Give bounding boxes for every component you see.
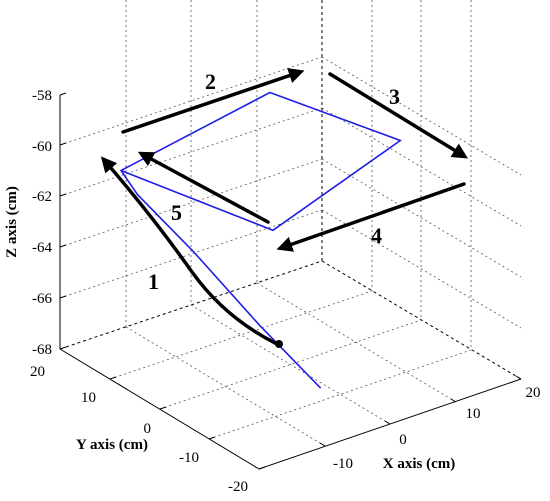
z-tick-label: -58 [32, 88, 52, 104]
x-tick-label: -10 [333, 456, 353, 472]
z-tick-label: -66 [32, 291, 52, 307]
x-tick-label: 0 [399, 432, 407, 448]
y-tick-label: 0 [144, 421, 152, 437]
segment-label-4: 4 [371, 223, 382, 248]
segment-label-5: 5 [171, 200, 182, 225]
z-axis-label: Z axis (cm) [4, 186, 20, 258]
z-tick-label: -68 [32, 342, 52, 358]
arrow-1 [100, 156, 279, 346]
start-point-marker [275, 340, 283, 348]
trajectory-line [119, 91, 403, 389]
arrow-4 [276, 182, 466, 252]
x-tick-label: 20 [526, 385, 541, 401]
grid-lines [59, 0, 522, 447]
segment-label-1: 1 [148, 269, 159, 294]
y-tick-label: 20 [30, 364, 45, 380]
y-tick-label: -20 [228, 479, 248, 495]
z-tick-label: -60 [32, 139, 52, 155]
segment-label-2: 2 [205, 69, 216, 94]
z-tick-label: -64 [32, 240, 52, 256]
z-tick-label: -62 [32, 189, 52, 205]
y-tick-labels: 20 10 0 -10 -20 [30, 364, 248, 495]
z-tick-labels: -58 -60 -62 -64 -66 -68 [32, 88, 52, 358]
x-axis-label: X axis (cm) [383, 456, 455, 472]
y-axis-label: Y axis (cm) [76, 437, 148, 453]
direction-arrows [100, 68, 469, 348]
arrow-3 [328, 72, 469, 159]
arrow-2 [121, 68, 305, 134]
x-tick-labels: -10 0 10 20 [333, 385, 541, 472]
y-tick-label: -10 [179, 450, 199, 466]
segment-label-3: 3 [389, 84, 400, 109]
plot-box [59, 0, 522, 470]
x-tick-label: 10 [466, 406, 481, 422]
y-tick-label: 10 [81, 390, 96, 406]
tick-marks [59, 92, 522, 470]
arrow-5 [137, 151, 270, 224]
